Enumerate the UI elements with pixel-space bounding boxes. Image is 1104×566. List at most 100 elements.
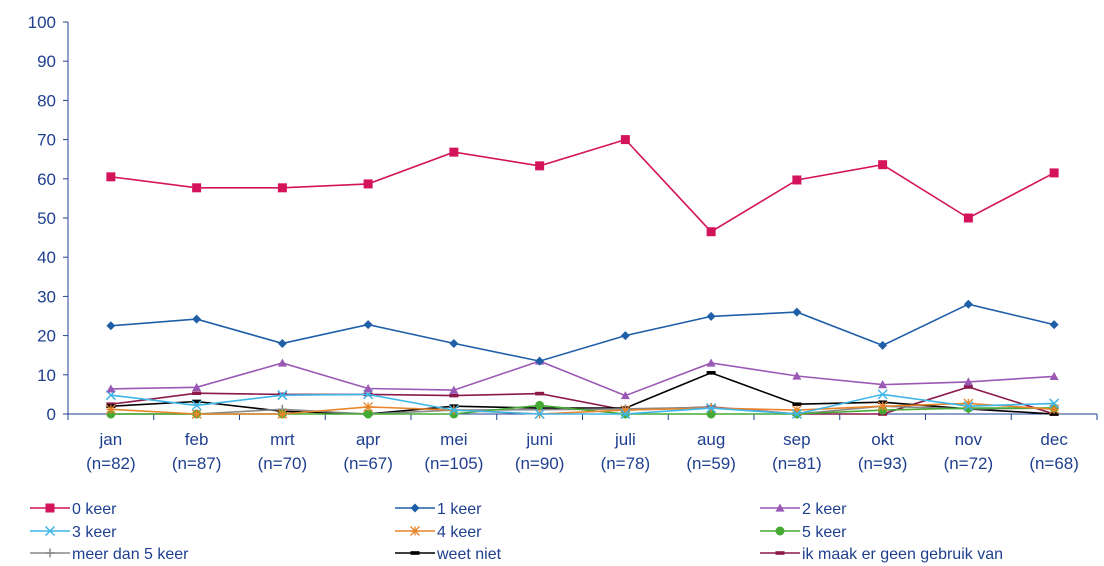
series-line bbox=[110, 138, 1055, 233]
x-tick-label-month: nov bbox=[955, 430, 983, 449]
data-point bbox=[877, 389, 888, 400]
legend-item: ik maak er geen gebruik van bbox=[760, 546, 1003, 563]
data-point bbox=[878, 340, 888, 350]
data-point bbox=[791, 408, 802, 420]
data-point bbox=[106, 172, 116, 182]
x-tick-label-n: (n=82) bbox=[86, 454, 136, 473]
legend-item: weet niet bbox=[395, 546, 502, 563]
data-point bbox=[963, 401, 974, 412]
data-point bbox=[706, 311, 716, 321]
data-point bbox=[191, 400, 202, 411]
data-point bbox=[363, 179, 373, 189]
legend-label: 4 keer bbox=[437, 524, 482, 541]
legend-item: 0 keer bbox=[30, 501, 117, 518]
x-tick-label-month: feb bbox=[185, 430, 209, 449]
series-group bbox=[106, 135, 1059, 237]
data-point bbox=[363, 409, 373, 419]
data-point bbox=[620, 405, 631, 416]
legend-item: 5 keer bbox=[760, 524, 847, 541]
data-point bbox=[277, 183, 287, 193]
data-point bbox=[192, 382, 202, 391]
series-line bbox=[110, 360, 1055, 397]
data-point bbox=[449, 393, 459, 398]
data-point bbox=[192, 183, 202, 193]
legend-label: 2 keer bbox=[802, 501, 847, 518]
data-point bbox=[277, 358, 287, 367]
series-group bbox=[106, 299, 1059, 366]
data-point bbox=[277, 390, 288, 401]
legend-label: 5 keer bbox=[802, 524, 847, 541]
data-point bbox=[963, 299, 973, 309]
legend-item: 1 keer bbox=[395, 501, 482, 518]
data-point bbox=[792, 307, 802, 317]
legend-label: 3 keer bbox=[72, 524, 117, 541]
x-axis-ticks: jan (n=82) feb (n=87) mrt (n=70) apr (n=67) mei (… bbox=[67, 414, 1098, 473]
data-point bbox=[277, 338, 287, 348]
data-point bbox=[963, 398, 974, 409]
data-point bbox=[535, 161, 545, 171]
y-tick-label: 50 bbox=[37, 209, 56, 228]
data-point bbox=[449, 338, 459, 348]
data-point bbox=[706, 227, 716, 237]
data-point bbox=[535, 356, 545, 366]
legend-marker bbox=[44, 525, 56, 537]
data-point bbox=[877, 401, 888, 412]
y-tick-label: 70 bbox=[37, 131, 56, 150]
series-line bbox=[110, 393, 1055, 415]
data-point bbox=[620, 391, 630, 400]
y-tick-label: 90 bbox=[37, 52, 56, 71]
x-tick-label-month: sep bbox=[783, 430, 810, 449]
data-point bbox=[1049, 320, 1059, 330]
data-point bbox=[1049, 168, 1059, 178]
legend-marker bbox=[45, 503, 55, 513]
data-point bbox=[277, 409, 288, 419]
data-point bbox=[1049, 404, 1060, 415]
y-tick-label: 40 bbox=[37, 248, 56, 267]
legend-label: meer dan 5 keer bbox=[72, 546, 189, 563]
legend-marker bbox=[410, 503, 420, 513]
data-point bbox=[620, 408, 631, 420]
data-point bbox=[792, 175, 802, 185]
legend-marker bbox=[775, 551, 785, 555]
data-point bbox=[706, 403, 717, 414]
data-point bbox=[105, 404, 116, 415]
data-point bbox=[878, 380, 888, 389]
legend-label: 0 keer bbox=[72, 501, 117, 518]
data-point bbox=[534, 408, 545, 420]
data-point bbox=[363, 384, 373, 393]
x-tick-label-month: mrt bbox=[270, 430, 295, 449]
data-point bbox=[706, 358, 716, 367]
y-axis-ticks: 0 10 20 30 40 50 60 70 80 90 100 bbox=[28, 13, 68, 424]
x-tick-label-n: (n=90) bbox=[515, 454, 565, 473]
data-point bbox=[1049, 398, 1060, 409]
x-tick-label-n: (n=67) bbox=[343, 454, 393, 473]
series-line bbox=[110, 303, 1055, 362]
x-tick-label-n: (n=72) bbox=[944, 454, 994, 473]
legend-marker bbox=[775, 503, 785, 512]
series-group bbox=[105, 389, 1060, 420]
data-point bbox=[192, 391, 202, 396]
y-tick-label: 20 bbox=[37, 327, 56, 346]
data-point bbox=[535, 391, 545, 396]
data-point bbox=[449, 385, 459, 394]
x-tick-label-month: aug bbox=[697, 430, 725, 449]
data-point bbox=[963, 213, 973, 223]
x-tick-label-month: apr bbox=[356, 430, 381, 449]
series-line bbox=[110, 402, 1055, 415]
data-point bbox=[792, 402, 802, 406]
legend-label: weet niet bbox=[436, 546, 502, 563]
x-tick-label-n: (n=59) bbox=[686, 454, 736, 473]
legend-item: meer dan 5 keer bbox=[30, 546, 189, 563]
legend-item: 2 keer bbox=[760, 501, 847, 518]
series-group bbox=[105, 398, 1060, 419]
data-point bbox=[191, 409, 202, 419]
y-tick-label: 30 bbox=[37, 287, 56, 306]
x-tick-label-month: juli bbox=[614, 430, 636, 449]
x-tick-label-n: (n=81) bbox=[772, 454, 822, 473]
data-point bbox=[963, 385, 973, 389]
x-tick-label-n: (n=70) bbox=[258, 454, 308, 473]
legend-marker bbox=[410, 526, 420, 536]
y-tick-label: 0 bbox=[47, 405, 56, 424]
series-group bbox=[106, 356, 1059, 400]
